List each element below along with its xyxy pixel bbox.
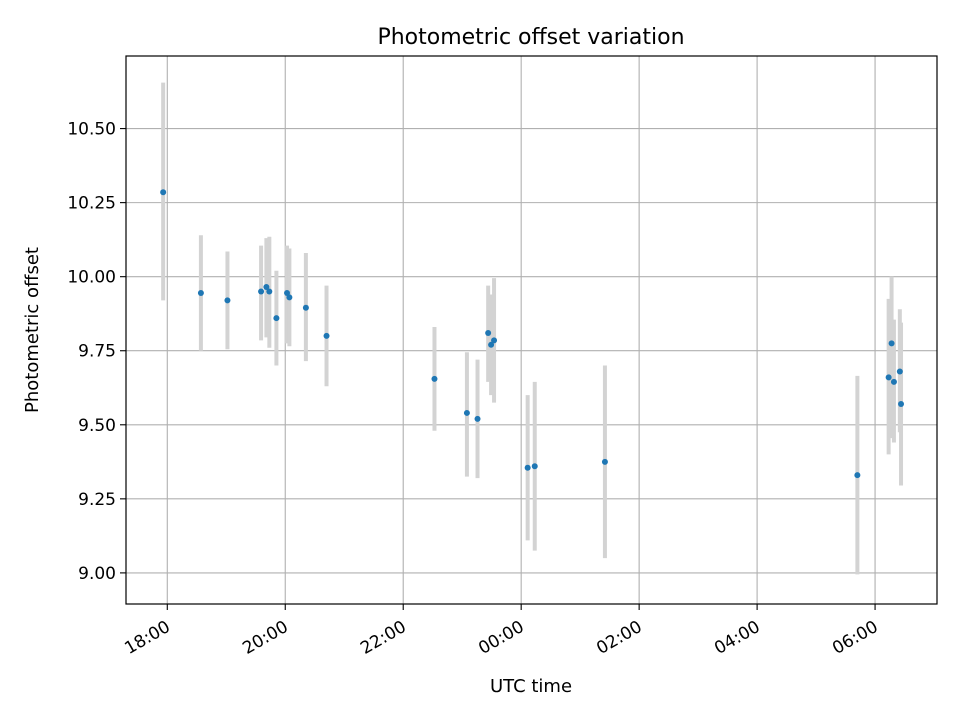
data-point bbox=[524, 464, 531, 471]
data-point bbox=[491, 337, 498, 344]
data-point bbox=[302, 304, 309, 311]
grid-lines bbox=[126, 56, 937, 604]
data-point bbox=[531, 463, 538, 470]
x-axis-ticks: 18:00 20:00 22:00 00:00 02:00 04:00 06:00 bbox=[121, 604, 882, 659]
data-point bbox=[463, 409, 470, 416]
y-tick-label: 10.00 bbox=[67, 268, 116, 288]
data-point bbox=[263, 284, 270, 291]
data-point bbox=[485, 329, 492, 336]
y-tick-label: 9.50 bbox=[78, 416, 116, 436]
data-point bbox=[601, 458, 608, 465]
data-point bbox=[890, 378, 897, 385]
y-tick-label: 9.75 bbox=[78, 342, 116, 362]
x-tick-label: 06:00 bbox=[829, 617, 881, 659]
plot-area-frame bbox=[125, 55, 938, 605]
error-bars bbox=[161, 82, 904, 575]
data-point bbox=[284, 289, 291, 296]
data-point bbox=[854, 472, 861, 479]
y-tick-label: 10.25 bbox=[67, 194, 116, 214]
data-point bbox=[474, 415, 481, 422]
y-axis-label: Photometric offset bbox=[22, 247, 43, 413]
x-tick-label: 22:00 bbox=[357, 617, 409, 659]
data-point bbox=[160, 189, 167, 196]
data-point bbox=[488, 341, 495, 348]
y-axis-ticks: 9.00 9.25 9.50 9.75 10.00 10.25 10.50 bbox=[67, 120, 126, 584]
x-tick-label: 02:00 bbox=[593, 617, 645, 659]
x-tick-label: 18:00 bbox=[121, 617, 173, 659]
x-axis-label: UTC time bbox=[490, 676, 572, 697]
data-point bbox=[273, 315, 280, 322]
data-point bbox=[431, 375, 438, 382]
x-tick-label: 00:00 bbox=[475, 617, 527, 659]
data-point bbox=[885, 374, 892, 381]
data-point bbox=[197, 289, 204, 296]
data-point bbox=[258, 288, 265, 295]
data-point bbox=[896, 368, 903, 375]
y-tick-label: 9.00 bbox=[78, 564, 116, 584]
data-point bbox=[888, 340, 895, 347]
data-point bbox=[266, 288, 273, 295]
data-point bbox=[323, 332, 330, 339]
data-point bbox=[224, 297, 231, 304]
data-point bbox=[898, 401, 905, 408]
y-tick-label: 9.25 bbox=[78, 490, 116, 510]
data-points bbox=[160, 189, 905, 479]
data-point bbox=[286, 294, 293, 301]
chart-title: Photometric offset variation bbox=[377, 25, 684, 50]
x-tick-label: 04:00 bbox=[711, 617, 763, 659]
y-tick-label: 10.50 bbox=[67, 120, 116, 140]
x-tick-label: 20:00 bbox=[239, 617, 291, 659]
